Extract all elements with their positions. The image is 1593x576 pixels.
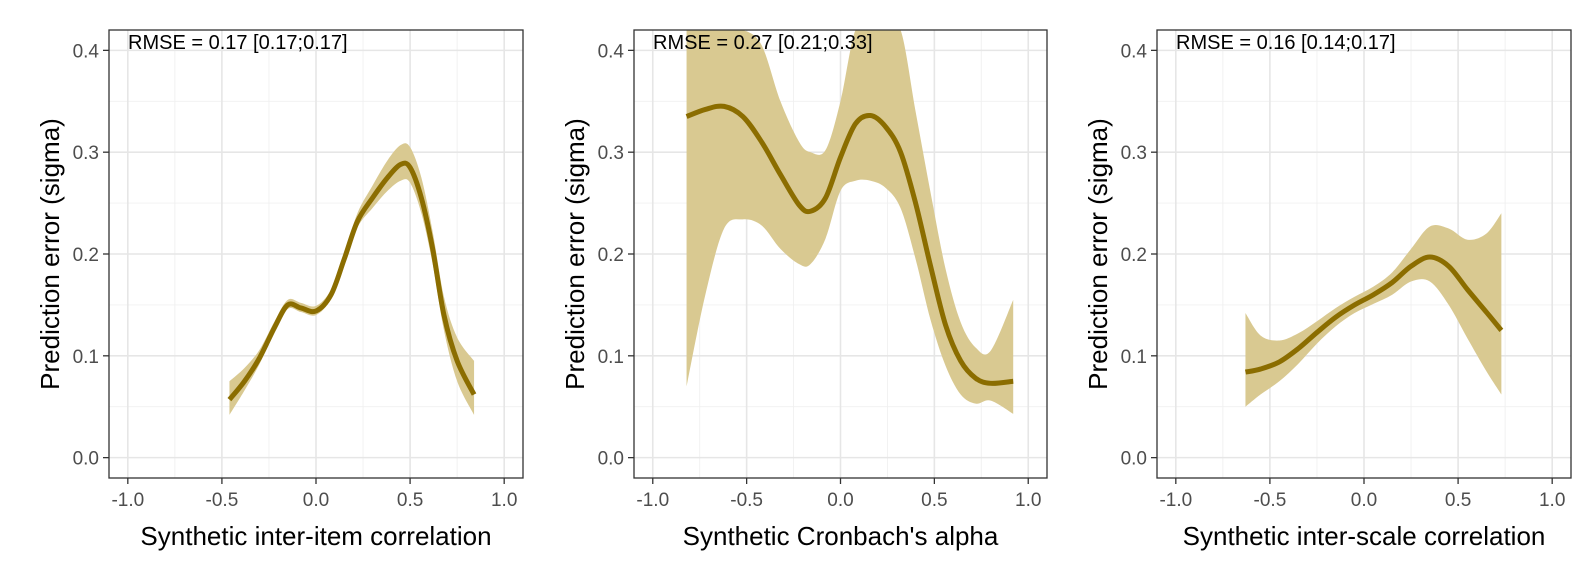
y-tick-label: 0.0: [73, 449, 99, 470]
x-tick-label: 0.0: [1351, 490, 1377, 511]
x-tick-label: 1.0: [1539, 490, 1565, 511]
rmse-annotation: RMSE = 0.27 [0.21;0.33]: [653, 32, 873, 54]
panel-3: -1.0 -0.5 0.0 0.5 1.0 0.0 0.1 0.2 0.3 0.4 RMSE = 0…: [1083, 29, 1572, 551]
panel-1: -1.0 -0.5 0.0 0.5 1.0 0.0 0.1 0.2 0.3 0.4 RMSE = 0…: [35, 29, 524, 551]
y-tick-label: 0.1: [73, 347, 99, 368]
y-tick-label: 0.3: [598, 143, 624, 164]
x-tick-label: 1.0: [1015, 490, 1041, 511]
x-tick-label: 0.5: [921, 490, 947, 511]
y-tick-label: 0.1: [1121, 347, 1147, 368]
x-tick-label: 0.0: [303, 490, 329, 511]
x-axis-title: Synthetic Cronbach's alpha: [683, 521, 999, 551]
x-tick-label: 0.5: [1445, 490, 1471, 511]
y-axis-title: Prediction error (sigma): [35, 118, 65, 390]
y-axis-title: Prediction error (sigma): [1083, 118, 1113, 390]
y-tick-label: 0.1: [598, 347, 624, 368]
y-tick-label: 0.3: [1121, 143, 1147, 164]
y-axis-title: Prediction error (sigma): [560, 118, 590, 390]
y-tick-label: 0.2: [73, 245, 99, 266]
y-tick-label: 0.0: [598, 449, 624, 470]
y-tick-label: 0.4: [73, 41, 100, 62]
y-tick-label: 0.3: [73, 143, 99, 164]
x-tick-label: 0.5: [397, 490, 423, 511]
rmse-annotation: RMSE = 0.17 [0.17;0.17]: [128, 32, 348, 54]
x-tick-label: -1.0: [1159, 490, 1192, 511]
x-axis-title: Synthetic inter-scale correlation: [1183, 521, 1546, 551]
y-tick-label: 0.2: [1121, 245, 1147, 266]
x-tick-label: -0.5: [206, 490, 239, 511]
x-tick-label: -1.0: [636, 490, 669, 511]
y-tick-label: 0.2: [598, 245, 624, 266]
smooth-line: [1244, 254, 1504, 375]
x-axis-title: Synthetic inter-item correlation: [140, 521, 491, 551]
x-tick-label: -1.0: [111, 490, 144, 511]
y-tick-label: 0.0: [1121, 449, 1147, 470]
smooth-line: [685, 103, 1014, 386]
smooth-line: [227, 160, 477, 402]
x-tick-label: -0.5: [1254, 490, 1287, 511]
y-tick-label: 0.4: [1121, 41, 1148, 62]
x-tick-label: 0.0: [827, 490, 853, 511]
rmse-annotation: RMSE = 0.16 [0.14;0.17]: [1176, 32, 1396, 54]
x-tick-label: -0.5: [730, 490, 763, 511]
confidence-band: [686, 30, 1014, 414]
confidence-band: [1245, 213, 1502, 407]
panel-2: -1.0 -0.5 0.0 0.5 1.0 0.0 0.1 0.2 0.3 0.4 RMSE = 0…: [560, 29, 1048, 551]
x-tick-label: 1.0: [491, 490, 517, 511]
y-tick-label: 0.4: [598, 41, 625, 62]
